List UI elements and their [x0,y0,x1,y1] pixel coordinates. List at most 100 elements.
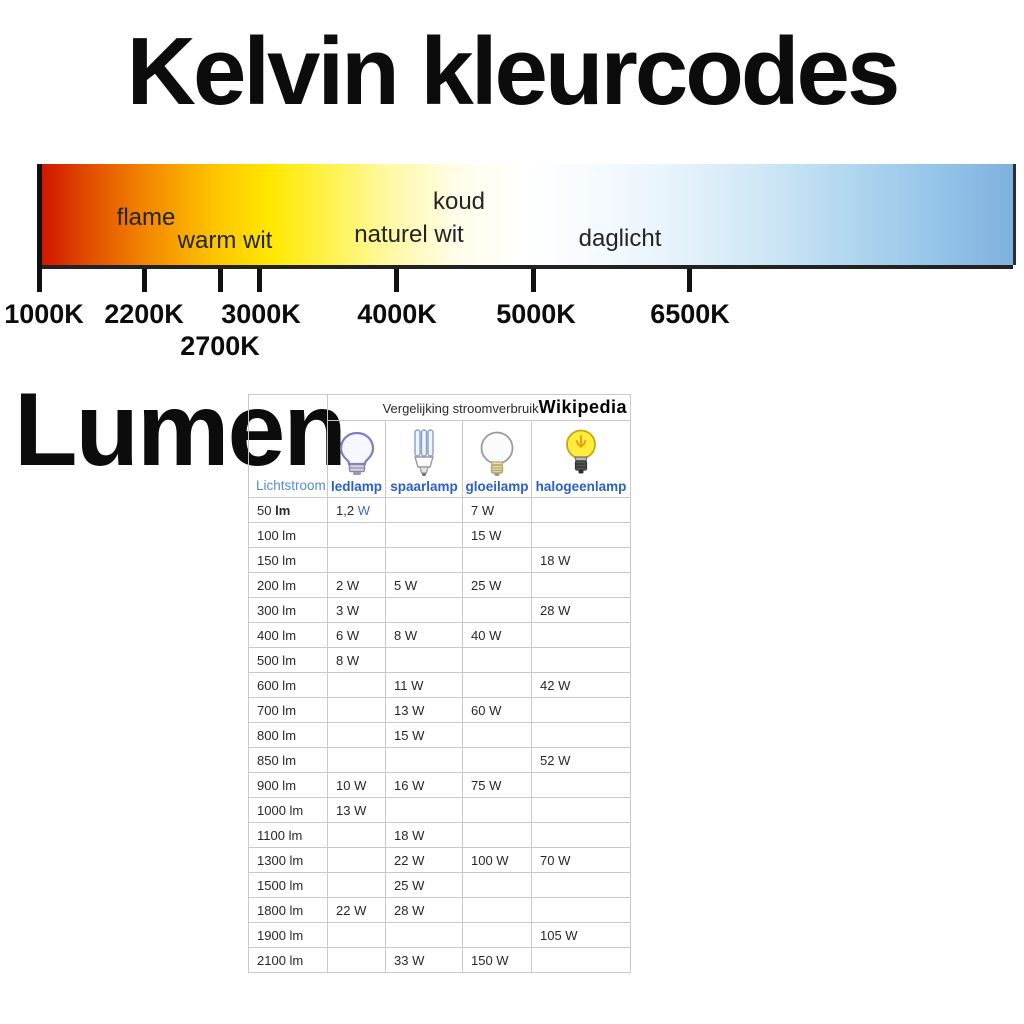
watt-cell: 70 W [531,847,631,873]
lumen-cell: 1300 lm [248,847,328,873]
table-row: 100 lm 15 W [248,522,631,548]
lumen-cell: 900 lm [248,772,328,798]
watt-cell: 2 W [327,572,386,598]
table-row: 800 lm 15 W [248,722,631,748]
lumen-cell: 50 lm [248,497,328,523]
cfl-bulb-icon [414,429,434,476]
watt-cell: 28 W [385,897,463,923]
watt-cell [531,522,631,548]
watt-cell: 11 W [385,672,463,698]
watt-cell: 5 W [385,572,463,598]
tick-label-2700k: 2700K [180,331,260,361]
column-header-lichtstroom[interactable]: Lichtstroom [248,394,328,498]
lumen-cell: 1800 lm [248,897,328,923]
watt-cell: 18 W [385,822,463,848]
watt-cell: 15 W [385,722,463,748]
watt-cell: 6 W [327,622,386,648]
table-row: 600 lm 11 W 42 W [248,672,631,698]
lumen-cell: 300 lm [248,597,328,623]
tick-4000k [394,269,399,292]
watt-cell [531,622,631,648]
table-row: 850 lm 52 W [248,747,631,773]
watt-cell [385,547,463,573]
watt-cell [385,747,463,773]
watt-cell: 42 W [531,672,631,698]
watt-cell [462,547,532,573]
table-row: 1900 lm 105 W [248,922,631,948]
led-bulb-icon [339,431,374,475]
watt-cell [327,747,386,773]
watt-cell: 13 W [327,797,386,823]
watt-cell [327,947,386,973]
watt-cell [462,872,532,898]
tick-2700k [218,269,223,292]
table-row: 1100 lm 18 W [248,822,631,848]
table-row: 500 lm 8 W [248,647,631,673]
lumen-cell: 100 lm [248,522,328,548]
zone-label-naturel-wit: naturel wit [354,221,464,248]
table-row: 300 lm 3 W 28 W [248,597,631,623]
table-caption-row: Lichtstroom Vergelijking stroomverbruikW… [248,394,631,498]
column-header-gloeilamp: gloeilamp [462,420,532,498]
power-comparison-table: Lichtstroom Vergelijking stroomverbruikW… [248,394,631,973]
table-row: 2100 lm 33 W 150 W [248,947,631,973]
lumen-cell: 200 lm [248,572,328,598]
watt-cell [327,847,386,873]
watt-cell [327,722,386,748]
lumen-cell: 1900 lm [248,922,328,948]
column-header-halogeenlamp: halogeenlamp [531,420,631,498]
watt-cell [385,522,463,548]
lumen-cell: 1100 lm [248,822,328,848]
watt-cell: 22 W [385,847,463,873]
table-row: 1300 lm 22 W 100 W 70 W [248,847,631,873]
watt-cell: 60 W [462,697,532,723]
kelvin-axis-line [37,265,1013,269]
lumen-cell: 700 lm [248,697,328,723]
wikipedia-wordmark: Wikipedia [538,397,627,417]
watt-cell [327,922,386,948]
tick-label-6500k: 6500K [650,299,730,329]
watt-cell [462,897,532,923]
watt-cell: 52 W [531,747,631,773]
table-caption-cell: Vergelijking stroomverbruikWikipedia [327,394,631,421]
lumen-cell: 2100 lm [248,947,328,973]
tick-1000k [37,164,42,292]
column-header-ledlamp: ledlamp [327,420,386,498]
lumen-cell: 400 lm [248,622,328,648]
watt-cell: 16 W [385,772,463,798]
watt-cell [531,797,631,823]
zone-label-koud: koud [432,188,486,215]
watt-cell [531,897,631,923]
table-row: 1500 lm 25 W [248,872,631,898]
tick-2200k [142,269,147,292]
table-lamp-header-row: ledlamp spaarlamp [249,420,631,498]
table-row: 900 lm 10 W 16 W 75 W [248,772,631,798]
watt-cell: 75 W [462,772,532,798]
watt-cell [385,922,463,948]
watt-cell: 18 W [531,547,631,573]
watt-cell [531,947,631,973]
watt-cell [531,722,631,748]
watt-cell: 13 W [385,697,463,723]
tick-6500k [687,269,692,292]
watt-cell [385,797,463,823]
zone-label-flame: flame [116,204,176,231]
watt-cell: 33 W [385,947,463,973]
watt-cell: 100 W [462,847,532,873]
watt-cell: 10 W [327,772,386,798]
watt-link[interactable]: W [357,502,370,518]
watt-cell [531,572,631,598]
watt-cell [462,647,532,673]
watt-cell [462,722,532,748]
watt-cell [385,647,463,673]
page-title: Kelvin kleurcodes [126,18,901,125]
incandescent-bulb-icon [480,431,514,476]
watt-cell: 40 W [462,622,532,648]
lumen-cell: 150 lm [248,547,328,573]
watt-cell [327,522,386,548]
watt-cell: 25 W [385,872,463,898]
